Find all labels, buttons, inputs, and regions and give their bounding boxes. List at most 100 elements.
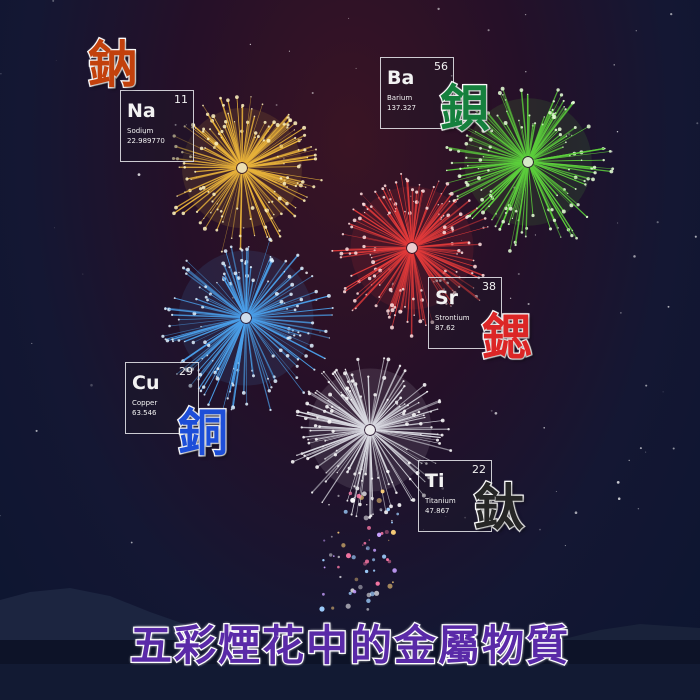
spark-trail (413, 207, 428, 243)
spark (210, 211, 212, 214)
spark (438, 292, 441, 296)
spark (562, 146, 564, 148)
spark (369, 253, 372, 256)
spark (272, 120, 276, 124)
spark-trail (202, 105, 240, 163)
spark-trail (175, 145, 237, 167)
spark (177, 318, 180, 321)
spark-trail (532, 126, 576, 159)
spark (250, 206, 255, 210)
spark-trail (186, 321, 242, 370)
spark (221, 220, 224, 223)
glitter (345, 603, 351, 609)
spark-trail (374, 433, 419, 474)
star (645, 384, 648, 387)
spark (372, 274, 377, 278)
spark (220, 136, 222, 139)
spark (300, 138, 302, 141)
spark (275, 123, 280, 127)
spark (263, 225, 268, 229)
spark-trail (245, 249, 248, 313)
glitter (350, 497, 356, 503)
spark-trail (416, 250, 460, 288)
glitter (396, 512, 400, 516)
spark (402, 412, 406, 416)
spark (408, 477, 412, 481)
spark (188, 383, 193, 388)
spark-trail (352, 251, 409, 311)
spark-trail (464, 125, 524, 160)
spark (387, 213, 389, 216)
spark (367, 276, 372, 281)
spark-trail (457, 163, 523, 197)
spark-trail (297, 410, 365, 429)
spark (184, 367, 189, 372)
spark (231, 382, 234, 385)
spark-trail (344, 250, 408, 293)
spark-trail (382, 188, 411, 243)
spark (591, 177, 595, 182)
spark (331, 306, 334, 310)
spark (445, 302, 448, 305)
spark (371, 260, 376, 265)
spark-trail (375, 432, 422, 464)
element-name: Copper (132, 399, 158, 407)
firework-fountain (319, 489, 402, 612)
spark-trail (361, 435, 370, 481)
spark (229, 245, 233, 249)
glitter (319, 606, 325, 612)
spark (350, 513, 353, 516)
spark-trail (416, 216, 468, 246)
spark (287, 274, 292, 279)
spark (353, 496, 355, 499)
spark (165, 339, 170, 343)
spark-trail (531, 128, 560, 158)
element-symbol: Ba (387, 67, 415, 89)
spark (309, 343, 314, 348)
spark-trail (346, 434, 368, 473)
spark (559, 93, 564, 97)
star (0, 514, 1, 517)
glitter (343, 509, 348, 514)
spark-trail (213, 171, 238, 195)
spark-trail (412, 253, 427, 326)
spark-trail (375, 408, 438, 429)
star (534, 234, 536, 236)
spark (161, 334, 165, 338)
spark (172, 340, 174, 343)
star (355, 67, 357, 69)
spark-trail (374, 405, 401, 427)
element-symbol: Na (127, 100, 156, 122)
spark (295, 376, 299, 379)
star (574, 511, 578, 514)
spark (417, 401, 420, 404)
spark (435, 438, 440, 442)
spark (311, 274, 314, 278)
spark (194, 170, 197, 173)
star (283, 158, 285, 160)
glitter (397, 503, 402, 508)
spark (358, 502, 362, 507)
spark-trail (199, 287, 242, 315)
spark-trail (251, 317, 327, 333)
spark (611, 167, 615, 171)
spark (410, 499, 413, 502)
spark (554, 128, 558, 132)
spark (355, 515, 358, 518)
firework-barium (445, 86, 615, 253)
spark-trail (247, 323, 272, 411)
spark-trail (246, 171, 296, 217)
spark (350, 274, 353, 277)
atomic-weight: 22.989770 (127, 137, 165, 145)
glitter (382, 554, 387, 559)
spark-trail (532, 141, 567, 160)
spark-trail (483, 130, 524, 159)
spark-trail (247, 169, 306, 188)
spark (420, 189, 423, 192)
spark-trail (244, 136, 259, 163)
spark-trail (220, 173, 240, 212)
spark (174, 144, 178, 149)
spark (374, 190, 377, 193)
spark (467, 241, 471, 245)
spark (241, 391, 246, 395)
